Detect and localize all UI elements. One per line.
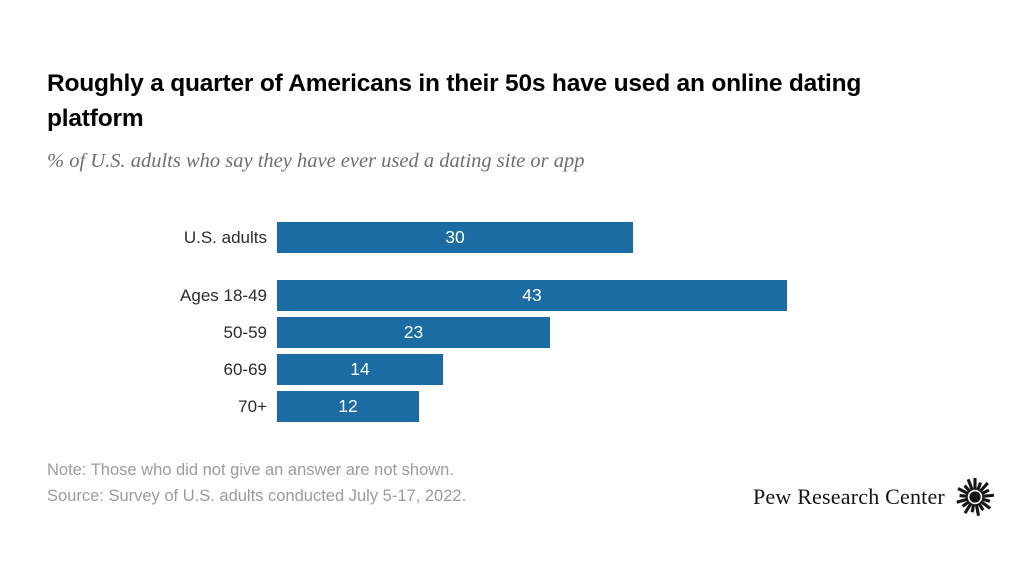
bar-row: 60-69 14 <box>47 354 443 385</box>
bar-value-label: 43 <box>522 285 542 305</box>
bar-segment: 30 <box>277 222 633 253</box>
brand-block: Pew Research Center <box>753 476 995 518</box>
bar-value-label: 23 <box>403 322 424 342</box>
bar-segment: 12 <box>277 391 419 422</box>
category-label: 70+ <box>238 396 267 416</box>
source-line: Source: Survey of U.S. adults conducted … <box>47 487 467 505</box>
note-line: Note: Those who did not give an answer a… <box>47 461 454 479</box>
bar-value-label: 14 <box>350 359 370 379</box>
bar-segment: 23 <box>277 317 550 348</box>
bar-row: Ages 18-49 43 <box>47 280 787 311</box>
pew-starburst-logo-icon <box>956 478 995 516</box>
bar-segment: 43 <box>277 280 787 311</box>
category-label: Ages 18-49 <box>180 285 267 305</box>
category-label: 60-69 <box>223 359 267 379</box>
bar-row: U.S. adults 30 <box>47 222 633 253</box>
bar-segment: 14 <box>277 354 443 385</box>
bar-row: 50-59 23 <box>47 317 550 348</box>
category-label: U.S. adults <box>183 227 267 247</box>
bar-row: 70+ 12 <box>47 391 419 422</box>
brand-name: Pew Research Center <box>753 484 945 509</box>
chart-subtitle: % of U.S. adults who say they have ever … <box>47 150 585 172</box>
bar-value-label: 12 <box>338 396 358 416</box>
category-label: 50-59 <box>223 322 267 342</box>
chart-title: Roughly a quarter of Americans in their … <box>47 70 862 132</box>
bar-value-label: 30 <box>445 227 465 247</box>
chart-footnotes: Note: Those who did not give an answer a… <box>47 457 466 509</box>
bar-chart: U.S. adults 30 Ages 18-49 43 50-59 23 60-69 14 7… <box>47 222 977 432</box>
